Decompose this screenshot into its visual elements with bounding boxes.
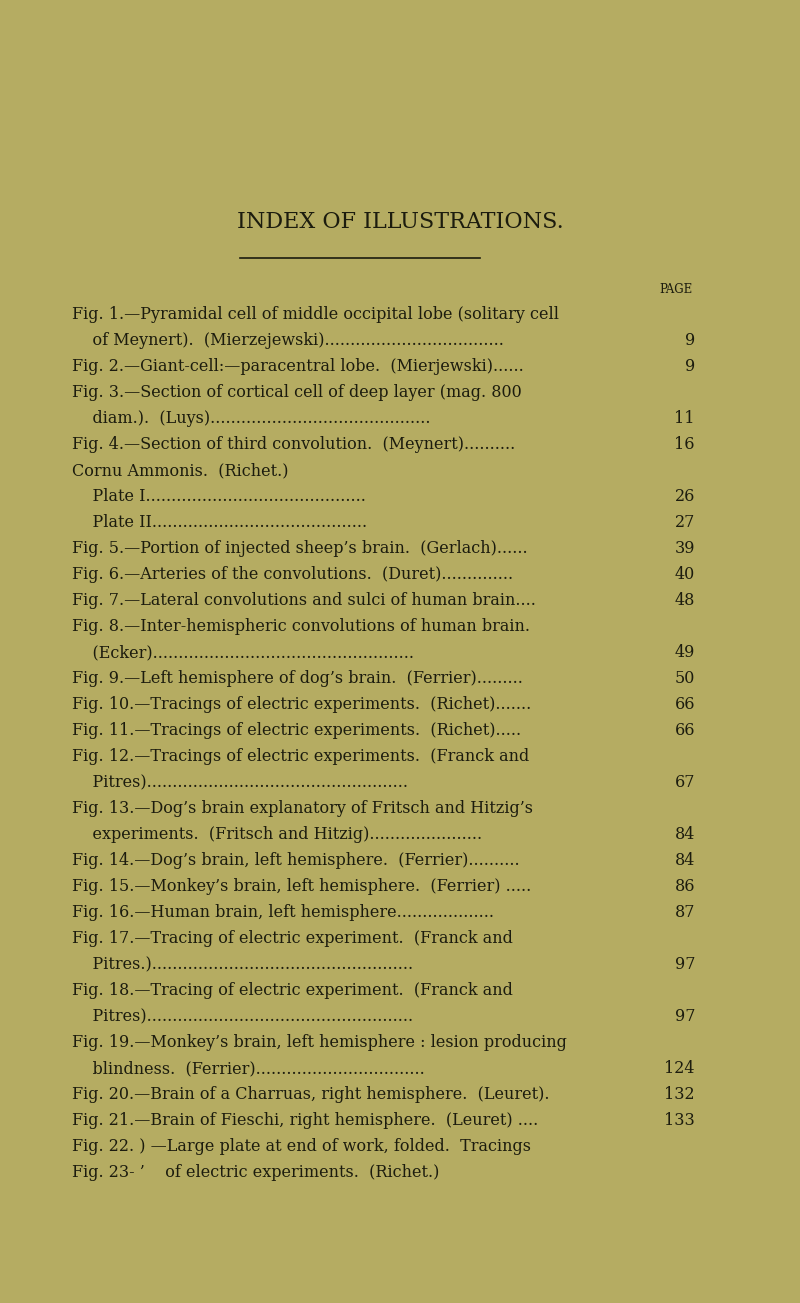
Text: Fig. 23- ’    of electric experiments.  (Richet.): Fig. 23- ’ of electric experiments. (Ric… [72,1164,439,1181]
Text: PAGE: PAGE [660,283,693,296]
Text: 40: 40 [674,566,695,582]
Text: Fig. 14.—Dog’s brain, left hemisphere.  (Ferrier)..........: Fig. 14.—Dog’s brain, left hemisphere. (… [72,852,520,869]
Text: 84: 84 [674,852,695,869]
Text: Fig. 18.—Tracing of electric experiment.  (Franck and: Fig. 18.—Tracing of electric experiment.… [72,982,513,999]
Text: 124: 124 [665,1061,695,1078]
Text: Fig. 22. ) —Large plate at end of work, folded.  Tracings: Fig. 22. ) —Large plate at end of work, … [72,1138,531,1154]
Text: 133: 133 [664,1111,695,1128]
Text: Fig. 7.—Lateral convolutions and sulci of human brain....: Fig. 7.—Lateral convolutions and sulci o… [72,592,536,609]
Text: Fig. 20.—Brain of a Charruas, right hemisphere.  (Leuret).: Fig. 20.—Brain of a Charruas, right hemi… [72,1085,550,1104]
Text: 9: 9 [685,358,695,375]
Text: Fig. 15.—Monkey’s brain, left hemisphere.  (Ferrier) .....: Fig. 15.—Monkey’s brain, left hemisphere… [72,878,531,895]
Text: Fig. 10.—Tracings of electric experiments.  (Richet).......: Fig. 10.—Tracings of electric experiment… [72,696,531,713]
Text: Fig. 9.—Left hemisphere of dog’s brain.  (Ferrier).........: Fig. 9.—Left hemisphere of dog’s brain. … [72,670,523,687]
Text: 87: 87 [674,904,695,921]
Text: Pitres)...................................................: Pitres).................................… [72,774,408,791]
Text: Fig. 12.—Tracings of electric experiments.  (Franck and: Fig. 12.—Tracings of electric experiment… [72,748,530,765]
Text: Plate I...........................................: Plate I.................................… [72,489,366,506]
Text: 66: 66 [674,696,695,713]
Text: 97: 97 [674,956,695,973]
Text: experiments.  (Fritsch and Hitzig)......................: experiments. (Fritsch and Hitzig).......… [72,826,482,843]
Text: 97: 97 [674,1009,695,1025]
Text: 49: 49 [674,644,695,661]
Text: Fig. 2.—Giant-cell:—paracentral lobe.  (Mierjewski)......: Fig. 2.—Giant-cell:—paracentral lobe. (M… [72,358,524,375]
Text: 132: 132 [664,1085,695,1104]
Text: (Ecker)...................................................: (Ecker).................................… [72,644,414,661]
Text: Plate II..........................................: Plate II................................… [72,513,367,532]
Text: Fig. 1.—Pyramidal cell of middle occipital lobe (solitary cell: Fig. 1.—Pyramidal cell of middle occipit… [72,306,559,323]
Text: Fig. 21.—Brain of Fieschi, right hemisphere.  (Leuret) ....: Fig. 21.—Brain of Fieschi, right hemisph… [72,1111,538,1128]
Text: Fig. 19.—Monkey’s brain, left hemisphere : lesion producing: Fig. 19.—Monkey’s brain, left hemisphere… [72,1035,567,1052]
Text: Fig. 4.—Section of third convolution.  (Meynert)..........: Fig. 4.—Section of third convolution. (M… [72,437,515,453]
Text: 86: 86 [674,878,695,895]
Text: 9: 9 [685,332,695,349]
Text: 50: 50 [674,670,695,687]
Text: Fig. 5.—Portion of injected sheep’s brain.  (Gerlach)......: Fig. 5.—Portion of injected sheep’s brai… [72,539,528,556]
Text: 16: 16 [674,437,695,453]
Text: 66: 66 [674,722,695,739]
Text: Pitres.)...................................................: Pitres.)................................… [72,956,413,973]
Text: Cornu Ammonis.  (Richet.): Cornu Ammonis. (Richet.) [72,463,289,480]
Text: Fig. 13.—Dog’s brain explanatory of Fritsch and Hitzig’s: Fig. 13.—Dog’s brain explanatory of Frit… [72,800,533,817]
Text: 39: 39 [674,539,695,556]
Text: Fig. 3.—Section of cortical cell of deep layer (mag. 800: Fig. 3.—Section of cortical cell of deep… [72,384,522,401]
Text: of Meynert).  (Mierzejewski)...................................: of Meynert). (Mierzejewski).............… [72,332,504,349]
Text: diam.).  (Luys)...........................................: diam.). (Luys)..........................… [72,410,430,427]
Text: blindness.  (Ferrier).................................: blindness. (Ferrier)....................… [72,1061,425,1078]
Text: 27: 27 [674,513,695,532]
Text: Fig. 11.—Tracings of electric experiments.  (Richet).....: Fig. 11.—Tracings of electric experiment… [72,722,521,739]
Text: 26: 26 [674,489,695,506]
Text: Pitres)....................................................: Pitres).................................… [72,1009,413,1025]
Text: INDEX OF ILLUSTRATIONS.: INDEX OF ILLUSTRATIONS. [237,211,563,233]
Text: 11: 11 [674,410,695,427]
Text: Fig. 8.—Inter-hemispheric convolutions of human brain.: Fig. 8.—Inter-hemispheric convolutions o… [72,618,530,635]
Text: Fig. 17.—Tracing of electric experiment.  (Franck and: Fig. 17.—Tracing of electric experiment.… [72,930,513,947]
Text: 48: 48 [674,592,695,609]
Text: 67: 67 [674,774,695,791]
Text: Fig. 6.—Arteries of the convolutions.  (Duret)..............: Fig. 6.—Arteries of the convolutions. (D… [72,566,513,582]
Text: Fig. 16.—Human brain, left hemisphere...................: Fig. 16.—Human brain, left hemisphere...… [72,904,494,921]
Text: 84: 84 [674,826,695,843]
